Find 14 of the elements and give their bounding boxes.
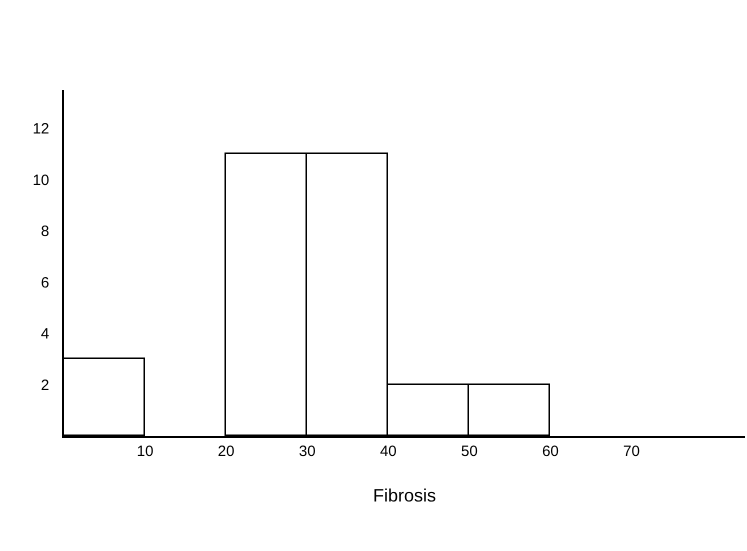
x-tick-label: 50 [461,442,478,460]
x-tick-label: 70 [623,442,640,460]
x-tick-label: 40 [380,442,397,460]
x-tick-label: 60 [542,442,559,460]
y-tick-label: 2 [40,376,50,394]
x-tick-label: 20 [218,442,234,460]
y-tick-label: 12 [32,120,50,138]
x-tick-label: 10 [136,442,154,460]
y-tick-label: 8 [40,223,50,240]
y-tick-label: 4 [40,326,50,343]
x-tick-label: 30 [298,442,316,460]
y-tick-label: 10 [32,172,50,189]
x-axis-title: Fibrosis [372,485,436,506]
y-tick-label: 6 [40,274,50,292]
